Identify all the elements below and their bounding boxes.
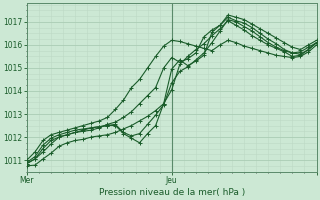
X-axis label: Pression niveau de la mer( hPa ): Pression niveau de la mer( hPa ): [99, 188, 245, 197]
